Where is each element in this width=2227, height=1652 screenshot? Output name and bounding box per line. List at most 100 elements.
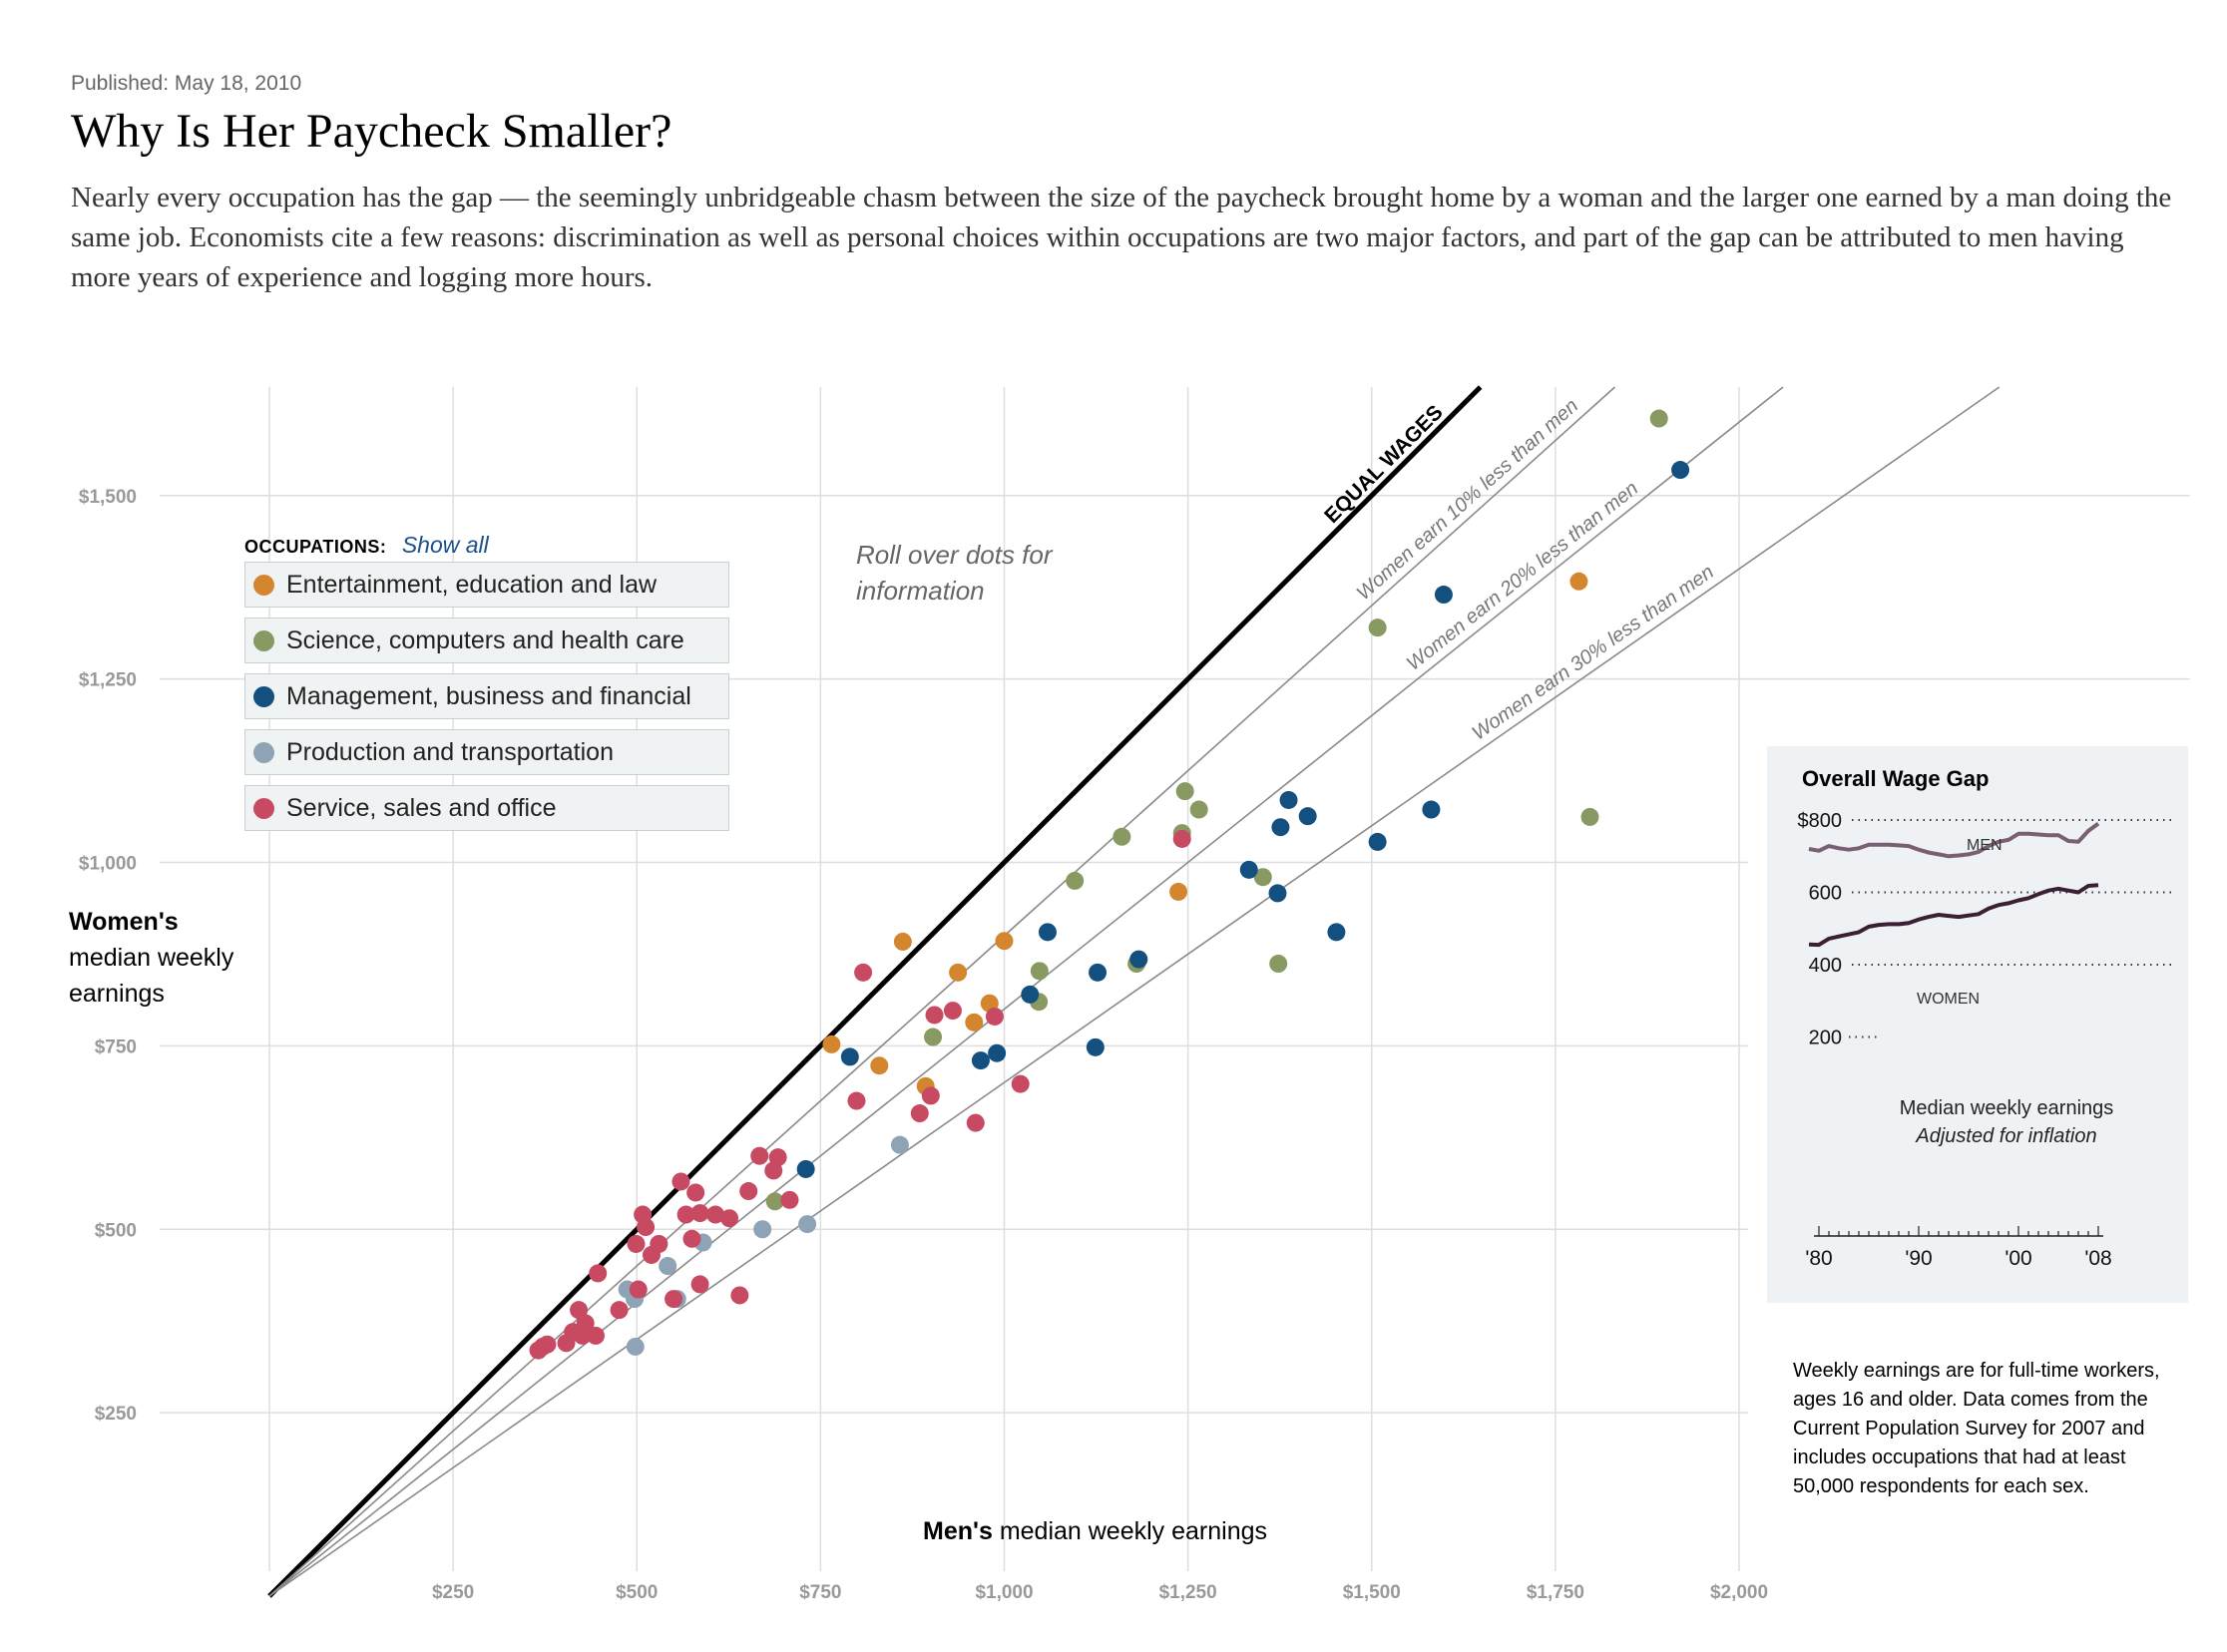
data-point[interactable]: [949, 963, 968, 982]
data-point[interactable]: [1671, 461, 1690, 480]
data-point[interactable]: [921, 1086, 940, 1105]
legend-item-label: Science, computers and health care: [286, 625, 684, 654]
legend-item-service[interactable]: Service, sales and office: [244, 785, 729, 831]
data-point[interactable]: [1089, 963, 1108, 982]
data-point[interactable]: [985, 1007, 1004, 1026]
data-point[interactable]: [966, 1113, 985, 1132]
x-axis-title-bold: Men's: [923, 1517, 993, 1545]
data-point[interactable]: [720, 1209, 739, 1228]
data-point[interactable]: [1129, 950, 1148, 969]
data-point[interactable]: [1422, 800, 1441, 819]
data-point[interactable]: [1279, 790, 1298, 809]
data-point[interactable]: [1368, 619, 1387, 637]
legend-item-entertainment[interactable]: Entertainment, education and law: [244, 562, 729, 608]
data-point[interactable]: [1038, 923, 1057, 942]
data-point[interactable]: [1269, 954, 1288, 973]
legend-item-label: Production and transportation: [286, 737, 614, 766]
data-point[interactable]: [690, 1275, 709, 1294]
data-point[interactable]: [690, 1204, 709, 1223]
data-point[interactable]: [1021, 985, 1040, 1004]
entertainment-dot-icon: [253, 574, 274, 596]
data-point[interactable]: [587, 1326, 606, 1345]
data-point[interactable]: [910, 1104, 929, 1123]
data-point[interactable]: [1011, 1074, 1030, 1093]
data-point[interactable]: [1169, 882, 1188, 901]
data-point[interactable]: [1569, 572, 1588, 591]
data-point[interactable]: [1189, 800, 1208, 819]
data-point[interactable]: [739, 1182, 758, 1201]
data-point[interactable]: [1298, 807, 1317, 826]
data-point[interactable]: [765, 1192, 784, 1211]
data-point[interactable]: [1327, 923, 1346, 942]
data-point[interactable]: [890, 1135, 909, 1154]
legend-item-science[interactable]: Science, computers and health care: [244, 618, 729, 663]
data-point[interactable]: [538, 1335, 557, 1354]
data-point[interactable]: [995, 932, 1014, 951]
management-dot-icon: [253, 685, 274, 707]
data-point[interactable]: [1239, 860, 1258, 879]
footnote: Weekly earnings are for full-time worker…: [1793, 1360, 2160, 1497]
data-point[interactable]: [1030, 962, 1049, 981]
data-point[interactable]: [925, 1006, 944, 1025]
data-point[interactable]: [965, 1013, 984, 1032]
legend-heading: OCCUPATIONS: Show all: [244, 528, 729, 562]
data-point[interactable]: [1271, 818, 1290, 837]
data-point[interactable]: [659, 1257, 677, 1276]
data-point[interactable]: [943, 1002, 962, 1021]
data-point[interactable]: [629, 1280, 648, 1299]
data-point[interactable]: [686, 1183, 705, 1202]
data-point[interactable]: [1434, 586, 1453, 605]
data-point[interactable]: [854, 963, 873, 982]
data-point[interactable]: [730, 1286, 749, 1305]
data-point[interactable]: [753, 1220, 772, 1239]
data-point[interactable]: [1368, 832, 1387, 851]
y-tick-label: $250: [95, 1404, 137, 1425]
legend-item-management[interactable]: Management, business and financial: [244, 673, 729, 719]
data-point[interactable]: [840, 1047, 859, 1066]
ratio-line: [268, 386, 2001, 1597]
data-point[interactable]: [971, 1051, 990, 1070]
data-point[interactable]: [1113, 827, 1131, 846]
data-point[interactable]: [870, 1056, 889, 1075]
data-point[interactable]: [988, 1043, 1007, 1062]
data-point[interactable]: [682, 1229, 701, 1248]
y-axis-title-bold: Women's: [69, 908, 179, 936]
data-point[interactable]: [671, 1172, 690, 1191]
data-point[interactable]: [1172, 829, 1191, 848]
data-point[interactable]: [1066, 871, 1085, 890]
data-point[interactable]: [610, 1301, 629, 1320]
inset-title: Overall Wage Gap: [1802, 766, 1990, 791]
data-point[interactable]: [768, 1148, 787, 1167]
data-point[interactable]: [706, 1205, 725, 1224]
data-point[interactable]: [796, 1159, 815, 1178]
data-point[interactable]: [893, 932, 912, 951]
legend-item-label: Service, sales and office: [286, 793, 557, 822]
x-tick-label: $750: [799, 1582, 841, 1603]
data-point[interactable]: [589, 1264, 608, 1283]
y-axis-title: Women's median weekly earnings: [69, 904, 308, 1012]
x-tick-label: $1,750: [1527, 1582, 1584, 1603]
overall-wage-gap-panel: Overall Wage Gap $800 600 400 200 '80 '90 '00 '…: [1767, 746, 2188, 1303]
data-point[interactable]: [576, 1314, 595, 1333]
data-point[interactable]: [627, 1234, 646, 1253]
data-point[interactable]: [665, 1290, 683, 1309]
data-point[interactable]: [822, 1034, 841, 1053]
data-point[interactable]: [780, 1190, 799, 1209]
data-point[interactable]: [798, 1215, 817, 1234]
data-point[interactable]: [1268, 884, 1287, 903]
data-point[interactable]: [1175, 782, 1194, 801]
data-point[interactable]: [626, 1337, 645, 1356]
data-point[interactable]: [1086, 1037, 1105, 1056]
data-point[interactable]: [847, 1091, 866, 1110]
data-point[interactable]: [650, 1234, 668, 1253]
legend-item-production[interactable]: Production and transportation: [244, 729, 729, 775]
data-point[interactable]: [676, 1205, 695, 1224]
data-point[interactable]: [924, 1028, 943, 1046]
data-point[interactable]: [750, 1146, 769, 1165]
show-all-link[interactable]: Show all: [401, 532, 489, 558]
y-tick-label: $1,500: [79, 487, 137, 508]
data-point[interactable]: [637, 1218, 656, 1237]
data-point[interactable]: [1253, 868, 1272, 887]
data-point[interactable]: [1580, 807, 1599, 826]
data-point[interactable]: [1649, 409, 1668, 428]
